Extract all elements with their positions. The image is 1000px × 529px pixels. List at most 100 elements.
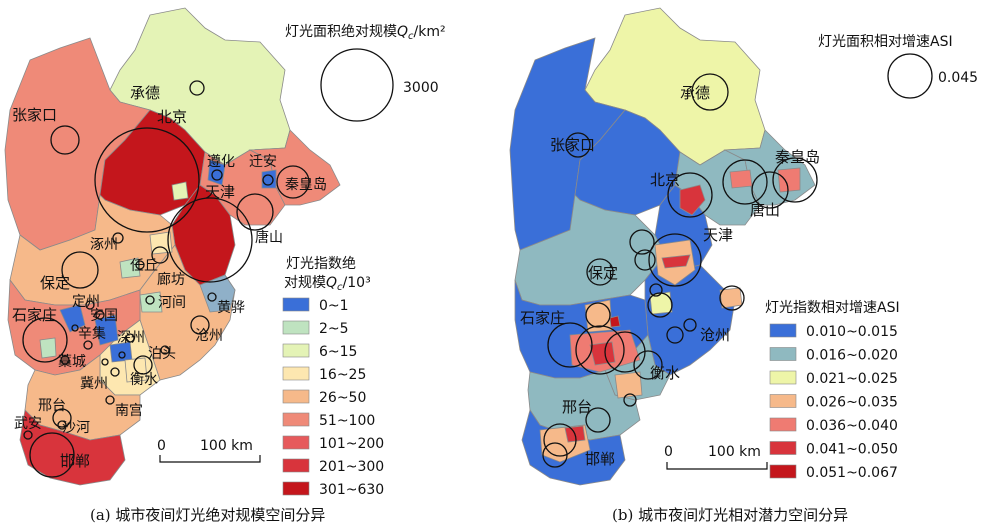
legend-b-swatch-5 — [769, 441, 797, 455]
circle-chengde-a — [189, 80, 205, 96]
circle-nangong-a — [105, 395, 115, 405]
size-legend-value-b: 0.045 — [938, 70, 978, 86]
label-tianjin-b: 天津 — [703, 226, 733, 244]
label-shijiazhuang-b: 石家庄 — [520, 309, 565, 327]
circle-tianjin-b — [648, 233, 702, 287]
circle-b1 — [585, 302, 611, 328]
label-qinhuangdao-b: 秦皇岛 — [775, 148, 820, 166]
circle-hengshui-a — [133, 355, 153, 375]
legend-a-swatch-7 — [282, 458, 310, 473]
circle-b9 — [623, 393, 637, 407]
legend-a-label-1: 2~5 — [319, 321, 349, 337]
circle-zhuozhou-a — [112, 232, 124, 244]
region-blue-1-a — [59, 304, 86, 333]
label-shijiazhuang-a: 石家庄 — [12, 306, 57, 324]
region-tianjin-red-b — [661, 254, 691, 269]
label-nangong-a: 南宫 — [115, 403, 143, 419]
legend-a-swatch-6 — [282, 435, 310, 450]
circle-chengde-b — [691, 73, 729, 111]
label-tangshan-b: 唐山 — [750, 201, 780, 219]
region-beijing-core-b — [679, 184, 706, 216]
circle-cangzhou-a — [190, 315, 210, 335]
scale-label-b: 100 km — [708, 444, 761, 460]
panel-a-circles — [22, 80, 310, 478]
circle-renqiu-a — [135, 260, 145, 270]
label-jizhou-a: 冀州 — [80, 376, 108, 392]
circle-shahe-a — [57, 420, 67, 430]
circle-b7 — [683, 318, 697, 332]
legend-a-swatch-3 — [282, 366, 310, 381]
circle-qianan-a — [262, 174, 274, 186]
label-anguo-a: 安国 — [90, 308, 118, 324]
legend-a-swatch-5 — [282, 412, 310, 427]
scale-zero-a: 0 — [157, 438, 166, 454]
scale-label-a: 100 km — [200, 438, 253, 454]
circle-b4 — [575, 325, 625, 375]
label-botou-a: 泊头 — [148, 346, 176, 362]
label-cangzhou-a: 沧州 — [195, 327, 223, 344]
legend-b-swatch-0 — [769, 323, 797, 338]
label-gaocheng-a: 藁城 — [58, 354, 86, 370]
label-chengde-a: 承德 — [130, 84, 160, 102]
legend-b-swatch-3 — [769, 394, 797, 408]
circle-b5 — [604, 331, 646, 373]
circle-zhangjiakou-b — [565, 132, 591, 158]
region-qinhuangdao-a — [248, 129, 341, 206]
class-legend-title-a-line1: 灯光指数绝 — [286, 256, 356, 272]
region-blue-5-a — [261, 169, 277, 189]
region-sjz-red-b — [589, 341, 616, 366]
region-green-1-a — [119, 257, 141, 279]
panel-a-labels: 承德 张家口 北京 遵化 迁安 秦皇岛 天津 唐山 涿州 任丘 廊坊 保定 定州… — [12, 84, 327, 470]
circle-zunhua-a — [211, 169, 223, 181]
circle-shenzhou-a — [125, 333, 135, 343]
circle-huanghua-a — [207, 292, 217, 302]
region-qhd-core-b — [777, 167, 801, 193]
label-qinhuangdao-a: 秦皇岛 — [285, 177, 327, 193]
label-beijing-a: 北京 — [157, 108, 187, 126]
panel-a-scale-bar: 0 100 km — [157, 438, 261, 463]
legend-a-label-8: 301~630 — [319, 482, 384, 498]
label-hengshui-b: 衡水 — [650, 364, 680, 382]
circle-zh2-b — [634, 249, 656, 271]
label-tianjin-a: 天津 — [205, 183, 235, 201]
panel-b-class-legend: 灯光指数相对增速ASI 0.010~0.015 0.016~0.020 0.021~… — [765, 300, 900, 481]
panel-a-map — [4, 7, 341, 486]
circle-qinhuangdao-b — [772, 157, 818, 203]
legend-a-label-6: 101~200 — [319, 436, 384, 452]
label-xingtai-b: 邢台 — [562, 398, 592, 416]
circle-b6 — [666, 326, 684, 344]
legend-a-label-0: 0~1 — [319, 298, 349, 314]
region-yellow-1-a — [171, 181, 189, 201]
region-green-2-a — [139, 291, 163, 313]
circle-qinhuangdao-a — [276, 165, 310, 199]
region-red-spot-b — [609, 315, 621, 328]
circle-tangshan-a — [236, 193, 274, 231]
legend-b-label-3: 0.026~0.035 — [806, 395, 898, 411]
label-qianan-a: 迁安 — [249, 154, 277, 170]
size-legend-circle-a — [320, 48, 394, 122]
circle-baoding-b — [586, 258, 614, 286]
legend-b-swatch-1 — [769, 347, 797, 361]
circle-zhuozhou-b — [629, 229, 655, 255]
circle-hejian-a — [145, 295, 155, 305]
legend-a-label-7: 201~300 — [319, 459, 384, 475]
legend-a-swatch-0 — [282, 297, 310, 312]
circle-baoding-a — [61, 251, 99, 289]
label-xinji-a: 辛集 — [78, 325, 106, 342]
circle-jizhou-a — [110, 367, 120, 377]
label-baoding-a: 保定 — [40, 274, 70, 292]
label-huanghua-a: 黄骅 — [217, 299, 245, 316]
legend-b-label-0: 0.010~0.015 — [806, 324, 898, 340]
legend-b-swatch-2 — [769, 370, 797, 385]
label-cangzhou-b: 沧州 — [700, 326, 730, 344]
legend-b-label-6: 0.051~0.067 — [806, 465, 898, 481]
label-zhangjiakou-b: 张家口 — [550, 136, 595, 154]
circle-anguo-a — [95, 310, 105, 320]
circle-beijing-b — [667, 172, 713, 218]
panel-a-class-legend: 灯光指数绝 对规模Qc/10³ 0~1 2~5 6~15 16~25 26~50 51~1… — [282, 256, 384, 498]
label-zhuozhou-a: 涿州 — [90, 237, 118, 253]
circle-xinji-a — [83, 340, 93, 350]
legend-a-swatch-8 — [282, 481, 310, 496]
label-handan-a: 邯郸 — [60, 452, 90, 470]
